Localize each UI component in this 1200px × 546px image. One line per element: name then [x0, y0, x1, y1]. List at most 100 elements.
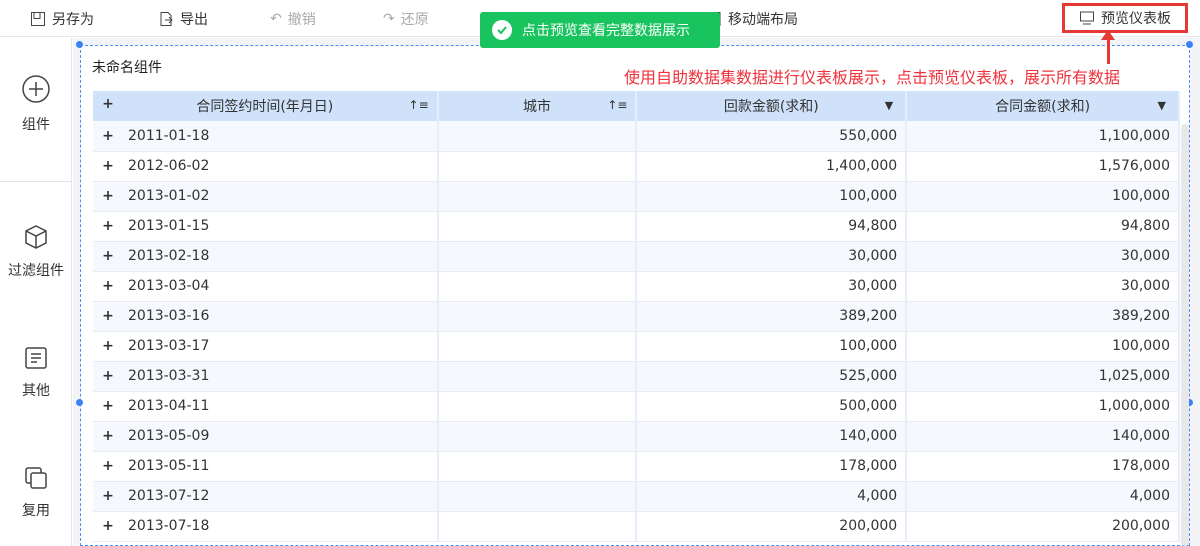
cell-received: 525,000 — [636, 361, 908, 392]
sort-icon[interactable]: ↑≡ — [408, 98, 429, 112]
expand-icon[interactable]: + — [102, 518, 114, 534]
cell-received: 140,000 — [636, 421, 908, 452]
save-as-button[interactable]: 另存为 — [30, 9, 94, 29]
expand-icon[interactable]: + — [102, 188, 114, 204]
expand-icon[interactable]: + — [102, 488, 114, 504]
cell-city — [437, 361, 638, 392]
cell-received: 4,000 — [636, 481, 908, 512]
expand-icon[interactable]: + — [102, 218, 114, 234]
cell-received: 200,000 — [636, 511, 908, 542]
annotation-arrowhead — [1101, 30, 1115, 40]
toast: 点击预览查看完整数据展示 — [480, 12, 720, 48]
sort-icon[interactable]: ↑≡ — [607, 98, 628, 112]
header-received[interactable]: 回款金额(求和) ▼ — [636, 91, 908, 121]
expand-icon[interactable]: + — [102, 338, 114, 354]
plus-circle-icon — [22, 75, 50, 103]
date-value: 2013-03-17 — [128, 338, 210, 354]
expand-icon[interactable]: + — [102, 158, 114, 174]
toast-text: 点击预览查看完整数据展示 — [522, 23, 690, 39]
cell-city — [437, 181, 638, 212]
expand-icon[interactable]: + — [102, 398, 114, 414]
redo-label: 还原 — [400, 12, 429, 28]
cell-received: 500,000 — [636, 391, 908, 422]
sidebar: 组件 过滤组件 其他 复用 — [0, 38, 72, 546]
undo-icon: ↶ — [270, 11, 282, 27]
resize-handle[interactable] — [1186, 41, 1193, 48]
cell-city — [437, 421, 638, 452]
header-city[interactable]: 城市 ↑≡ — [437, 91, 638, 121]
table-row: +2013-01-15 94,800 94,800 — [93, 211, 1180, 242]
undo-button[interactable]: ↶ 撤销 — [270, 9, 316, 29]
cell-received: 550,000 — [636, 121, 908, 152]
sidebar-item-reuse[interactable]: 复用 — [0, 466, 72, 520]
cell-contract: 94,800 — [906, 211, 1180, 242]
resize-handle[interactable] — [76, 41, 83, 48]
export-label: 导出 — [180, 12, 208, 28]
header-label: 城市 — [523, 99, 552, 115]
cell-received: 100,000 — [636, 181, 908, 212]
date-value: 2013-01-15 — [128, 218, 210, 234]
cell-city — [437, 331, 638, 362]
table-row: +2013-07-18 200,000 200,000 — [93, 511, 1180, 542]
table-row: +2013-04-11 500,000 1,000,000 — [93, 391, 1180, 422]
header-contract[interactable]: 合同金额(求和) ▼ — [906, 91, 1180, 121]
date-value: 2012-06-02 — [128, 158, 210, 174]
preview-dashboard-button[interactable]: 预览仪表板 — [1062, 3, 1188, 33]
sidebar-item-other[interactable]: 其他 — [0, 346, 72, 400]
date-value: 2013-07-18 — [128, 518, 210, 534]
save-as-label: 另存为 — [52, 12, 94, 28]
cell-city — [437, 511, 638, 542]
resize-handle[interactable] — [1186, 399, 1193, 406]
expand-all-icon[interactable]: + — [102, 96, 114, 112]
cell-date: +2013-04-11 — [93, 391, 439, 422]
widget-title: 未命名组件 — [92, 60, 162, 76]
sidebar-label: 组件 — [22, 117, 50, 133]
cell-received: 178,000 — [636, 451, 908, 482]
expand-icon[interactable]: + — [102, 308, 114, 324]
cell-contract: 100,000 — [906, 331, 1180, 362]
cell-received: 100,000 — [636, 331, 908, 362]
cell-date: +2013-02-18 — [93, 241, 439, 272]
resize-handle[interactable] — [76, 399, 83, 406]
redo-button[interactable]: ↷ 还原 — [383, 9, 429, 29]
expand-icon[interactable]: + — [102, 458, 114, 474]
cell-date: +2013-05-11 — [93, 451, 439, 482]
export-icon — [160, 12, 173, 26]
date-value: 2013-03-31 — [128, 368, 210, 384]
expand-icon[interactable]: + — [102, 278, 114, 294]
cell-date: +2013-05-09 — [93, 421, 439, 452]
cell-received: 30,000 — [636, 271, 908, 302]
expand-icon[interactable]: + — [102, 428, 114, 444]
table-row: +2013-03-04 30,000 30,000 — [93, 271, 1180, 302]
expand-icon[interactable]: + — [102, 127, 114, 144]
date-value: 2013-03-04 — [128, 278, 210, 294]
table-row: +2013-05-09 140,000 140,000 — [93, 421, 1180, 452]
redo-icon: ↷ — [383, 11, 395, 27]
sidebar-label: 过滤组件 — [8, 263, 64, 279]
table-row: +2013-07-12 4,000 4,000 — [93, 481, 1180, 512]
vertical-scrollbar[interactable] — [1181, 124, 1189, 546]
header-label: 回款金额(求和) — [723, 99, 819, 115]
cell-city — [437, 271, 638, 302]
sidebar-item-filter[interactable]: 过滤组件 — [0, 224, 72, 280]
dropdown-icon[interactable]: ▼ — [884, 99, 894, 112]
dropdown-icon[interactable]: ▼ — [1157, 99, 1166, 112]
cell-received: 1,400,000 — [636, 151, 908, 182]
export-button[interactable]: 导出 — [158, 9, 208, 29]
table-row: +2013-02-18 30,000 30,000 — [93, 241, 1180, 272]
cell-city — [437, 391, 638, 422]
cell-city — [437, 211, 638, 242]
table-row: +2013-03-17 100,000 100,000 — [93, 331, 1180, 362]
cell-date: +2013-03-17 — [93, 331, 439, 362]
annotation-text: 使用自助数据集数据进行仪表板展示，点击预览仪表板，展示所有数据 — [624, 68, 1121, 87]
header-date[interactable]: + 合同签约时间(年月日) ↑≡ — [93, 91, 439, 121]
cell-date: +2013-07-12 — [93, 481, 439, 512]
cell-date: +2013-03-31 — [93, 361, 439, 392]
cell-contract: 30,000 — [906, 241, 1180, 272]
cell-contract: 140,000 — [906, 421, 1180, 452]
cell-contract: 389,200 — [906, 301, 1180, 332]
sidebar-item-components[interactable]: 组件 — [0, 74, 72, 134]
expand-icon[interactable]: + — [102, 368, 114, 384]
sidebar-label: 复用 — [22, 503, 50, 519]
expand-icon[interactable]: + — [102, 248, 114, 264]
